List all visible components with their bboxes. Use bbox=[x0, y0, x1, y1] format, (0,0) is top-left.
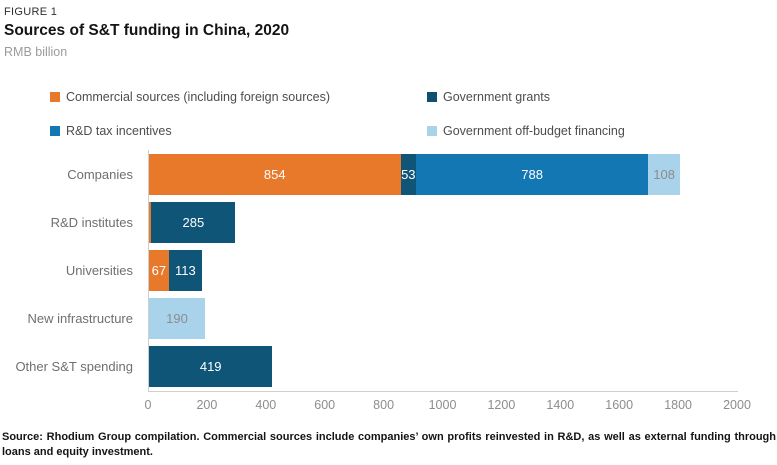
source-note-line1: Source: Rhodium Group compilation. Comme… bbox=[2, 431, 776, 443]
header: FIGURE 1 Sources of S&T funding in China… bbox=[4, 6, 289, 59]
legend-item-3: Government off-budget financing bbox=[427, 124, 760, 138]
x-tick-label: 0 bbox=[144, 398, 152, 412]
bar-track: 67 113 bbox=[149, 249, 202, 291]
x-tick-label: 1800 bbox=[664, 398, 692, 412]
y-axis-line bbox=[148, 150, 149, 391]
x-tick-label: 400 bbox=[255, 398, 277, 412]
legend-swatch-icon bbox=[427, 126, 437, 136]
x-axis-line bbox=[148, 391, 738, 392]
legend-item-label: Government off-budget financing bbox=[443, 124, 625, 138]
x-tick-label: 1400 bbox=[546, 398, 575, 412]
legend-item-2: R&D tax incentives bbox=[50, 124, 427, 138]
legend-item-1: Government grants bbox=[427, 90, 760, 104]
bar-track: 854 53 788 108 bbox=[149, 153, 680, 195]
bar-track: 285 bbox=[149, 201, 236, 243]
legend-swatch-icon bbox=[50, 92, 60, 102]
page-title: Sources of S&T funding in China, 2020 bbox=[4, 22, 290, 39]
legend-item-0: Commercial sources (including foreign so… bbox=[50, 90, 427, 104]
chart-row: Universities 67 113 bbox=[0, 246, 777, 294]
bar-chart: Companies 854 53 788 108 R&D institutes 285 Uni… bbox=[0, 150, 777, 420]
bar-segment: 788 bbox=[416, 153, 649, 195]
legend-swatch-icon bbox=[50, 126, 60, 136]
chart-rows: Companies 854 53 788 108 R&D institutes 285 Uni… bbox=[0, 150, 777, 390]
bar-segment: 113 bbox=[168, 249, 202, 291]
x-tick-label: 800 bbox=[373, 398, 395, 412]
x-axis-ticks: 0 200 400 600 800 1000 1200 1400 1600 1800 2000 bbox=[0, 398, 777, 414]
legend-item-label: Government grants bbox=[443, 90, 550, 104]
source-note: Source: Rhodium Group compilation. Comme… bbox=[2, 430, 776, 460]
figure-label: FIGURE 1 bbox=[4, 6, 58, 18]
category-label: Companies bbox=[67, 166, 133, 182]
bar-segment: 285 bbox=[151, 201, 236, 243]
category-label: Other S&T spending bbox=[15, 358, 133, 374]
x-tick-label: 600 bbox=[314, 398, 336, 412]
bar-segment: 108 bbox=[648, 153, 680, 195]
bar-segment: 190 bbox=[149, 297, 205, 339]
x-tick-label: 2000 bbox=[723, 398, 751, 412]
legend-item-label: R&D tax incentives bbox=[66, 124, 172, 138]
source-note-line2: loans and equity investment. bbox=[2, 446, 153, 458]
legend: Commercial sources (including foreign so… bbox=[50, 90, 760, 138]
bar-segment: 854 bbox=[149, 153, 401, 195]
category-label: Universities bbox=[65, 262, 133, 278]
category-label: R&D institutes bbox=[50, 214, 133, 230]
x-tick-label: 1200 bbox=[487, 398, 516, 412]
chart-row: Companies 854 53 788 108 bbox=[0, 150, 777, 198]
x-tick-label: 1600 bbox=[605, 398, 634, 412]
bar-segment: 419 bbox=[149, 345, 273, 387]
chart-row: Other S&T spending 419 bbox=[0, 342, 777, 390]
x-tick-label: 200 bbox=[196, 398, 218, 412]
bar-track: 419 bbox=[149, 345, 273, 387]
x-tick-label: 1000 bbox=[428, 398, 457, 412]
bar-segment: 53 bbox=[400, 153, 417, 195]
category-label: New infrastructure bbox=[27, 310, 133, 326]
legend-item-label: Commercial sources (including foreign so… bbox=[66, 90, 330, 104]
bar-segment bbox=[149, 201, 152, 243]
bar-track: 190 bbox=[149, 297, 205, 339]
legend-swatch-icon bbox=[427, 92, 437, 102]
axis-units-subtitle: RMB billion bbox=[4, 45, 68, 59]
chart-row: New infrastructure 190 bbox=[0, 294, 777, 342]
bar-segment: 67 bbox=[149, 249, 169, 291]
chart-row: R&D institutes 285 bbox=[0, 198, 777, 246]
